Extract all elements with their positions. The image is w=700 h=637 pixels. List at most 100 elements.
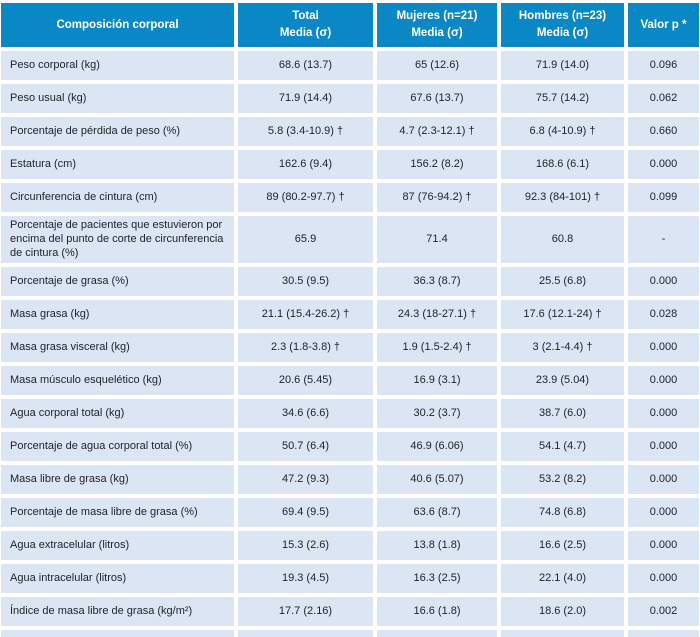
- table-header: Composición corporal Total Media (σ) Muj…: [1, 3, 699, 47]
- value-cell: 53.2 (8.2): [501, 465, 624, 495]
- header-sublabel: Media (σ): [411, 27, 463, 39]
- table-row: Circunferencia de cintura (cm) 89 (80.2-9…: [1, 183, 699, 212]
- value-cell: 4.7 (2.3-12.1) †: [377, 117, 497, 146]
- table-row: Agua extracelular (litros) 15.3 (2.6) 13.8…: [1, 531, 699, 561]
- value-cell: 5.8 (3.4-10.9) †: [238, 117, 373, 146]
- row-label: Masa grasa visceral (kg): [1, 333, 234, 363]
- row-label: Peso usual (kg): [1, 84, 234, 113]
- p-value-cell: 0.028: [628, 300, 699, 330]
- header-label: Composición corporal: [56, 18, 179, 31]
- table-row: Masa grasa visceral (kg) 2.3 (1.8-3.8) † 1…: [1, 333, 699, 363]
- row-label: Agua extracelular (litros): [1, 531, 234, 561]
- table-row: Índice de masa libre de grasa (kg/m²) 17.…: [1, 597, 699, 627]
- row-label: Porcentaje de pacientes que estuvieron p…: [1, 216, 234, 264]
- value-cell: 38.7 (6.0): [501, 399, 624, 429]
- value-cell: 1.9 (1.5-2.4) †: [377, 333, 497, 363]
- header-label: Mujeres (n=21): [396, 10, 478, 23]
- value-cell: 47.2 (9.3): [238, 465, 373, 495]
- p-value-cell: 0.000: [628, 150, 699, 179]
- p-value-cell: 0.000: [628, 399, 699, 429]
- row-label: Circunferencia de cintura (cm): [1, 183, 234, 212]
- value-cell: 69.4 (9.5): [238, 498, 373, 528]
- value-cell: 15.3 (2.6): [238, 531, 373, 561]
- value-cell: 10.3 (7.4-11.1) †: [377, 630, 497, 637]
- header-composicion-corporal: Composición corporal: [1, 3, 234, 47]
- header-valor-p: Valor p *: [628, 3, 699, 47]
- p-value-cell: 0.000: [628, 564, 699, 594]
- value-cell: 30.5 (9.5): [238, 267, 373, 297]
- p-value-cell: 0.000: [628, 333, 699, 363]
- value-cell: 5.88 (4.5-8.7) †: [501, 630, 624, 637]
- value-cell: 16.3 (2.5): [377, 564, 497, 594]
- value-cell: 13.8 (1.8): [377, 531, 497, 561]
- value-cell: 63.6 (8.7): [377, 498, 497, 528]
- row-label: Índice de masa grasa (kg/m²): [1, 630, 234, 637]
- row-label: Masa grasa (kg): [1, 300, 234, 330]
- p-value-cell: 0.096: [628, 51, 699, 80]
- value-cell: 34.6 (6.6): [238, 399, 373, 429]
- value-cell: 21.1 (15.4-26.2) †: [238, 300, 373, 330]
- row-label: Porcentaje de masa libre de grasa (%): [1, 498, 234, 528]
- row-label: Peso corporal (kg): [1, 51, 234, 80]
- table-row: Masa músculo esquelético (kg) 20.6 (5.45)…: [1, 366, 699, 396]
- table-row: Porcentaje de agua corporal total (%) 50.…: [1, 432, 699, 462]
- value-cell: 162.6 (9.4): [238, 150, 373, 179]
- value-cell: 30.2 (3.7): [377, 399, 497, 429]
- value-cell: 168.6 (6.1): [501, 150, 624, 179]
- row-label: Índice de masa libre de grasa (kg/m²): [1, 597, 234, 627]
- value-cell: 2.3 (1.8-3.8) †: [238, 333, 373, 363]
- header-label: Hombres (n=23): [518, 10, 607, 23]
- p-value-cell: -: [628, 216, 699, 264]
- value-cell: 74.8 (6.8): [501, 498, 624, 528]
- row-label: Agua corporal total (kg): [1, 399, 234, 429]
- value-cell: 65.9: [238, 216, 373, 264]
- p-value-cell: 0.099: [628, 183, 699, 212]
- table-row: Agua intracelular (litros) 19.3 (4.5) 16.3…: [1, 564, 699, 594]
- row-label: Porcentaje de agua corporal total (%): [1, 432, 234, 462]
- value-cell: 71.9 (14.0): [501, 51, 624, 80]
- table-row: Agua corporal total (kg) 34.6 (6.6) 30.2 (…: [1, 399, 699, 429]
- value-cell: 54.1 (4.7): [501, 432, 624, 462]
- value-cell: 75.7 (14.2): [501, 84, 624, 113]
- value-cell: 8.3 (5.4-10.7) †: [238, 630, 373, 637]
- header-sublabel: Media (σ): [536, 27, 589, 39]
- table-row: Porcentaje de masa libre de grasa (%) 69.…: [1, 498, 699, 528]
- table-row: Porcentaje de pacientes que estuvieron p…: [1, 216, 699, 264]
- row-label: Porcentaje de pérdida de peso (%): [1, 117, 234, 146]
- header-hombres: Hombres (n=23) Media (σ): [501, 3, 624, 47]
- p-value-cell: 0.000: [628, 498, 699, 528]
- row-label: Porcentaje de grasa (%): [1, 267, 234, 297]
- value-cell: 46.9 (6.06): [377, 432, 497, 462]
- p-value-cell: 0.062: [628, 84, 699, 113]
- value-cell: 16.6 (1.8): [377, 597, 497, 627]
- value-cell: 89 (80.2-97.7) †: [238, 183, 373, 212]
- table-body: Peso corporal (kg) 68.6 (13.7) 65 (12.6) 71…: [1, 51, 699, 637]
- table-row: Estatura (cm) 162.6 (9.4) 156.2 (8.2) 168.6…: [1, 150, 699, 179]
- table-row: Masa libre de grasa (kg) 47.2 (9.3) 40.6 (…: [1, 465, 699, 495]
- value-cell: 50.7 (6.4): [238, 432, 373, 462]
- p-value-cell: 0.000: [628, 531, 699, 561]
- value-cell: 17.7 (2.16): [238, 597, 373, 627]
- value-cell: 25.5 (6.8): [501, 267, 624, 297]
- header-label: Valor p *: [640, 18, 687, 31]
- row-label: Estatura (cm): [1, 150, 234, 179]
- value-cell: 18.6 (2.0): [501, 597, 624, 627]
- value-cell: 71.9 (14.4): [238, 84, 373, 113]
- value-cell: 3 (2.1-4.4) †: [501, 333, 624, 363]
- p-value-cell: 0.003: [628, 630, 699, 637]
- table-row: Peso usual (kg) 71.9 (14.4) 67.6 (13.7) 75.…: [1, 84, 699, 113]
- value-cell: 16.9 (3.1): [377, 366, 497, 396]
- table-row: Peso corporal (kg) 68.6 (13.7) 65 (12.6) 71…: [1, 51, 699, 80]
- value-cell: 36.3 (8.7): [377, 267, 497, 297]
- value-cell: 92.3 (84-101) †: [501, 183, 624, 212]
- p-value-cell: 0.002: [628, 597, 699, 627]
- table-row: Índice de masa grasa (kg/m²) 8.3 (5.4-10.…: [1, 630, 699, 637]
- value-cell: 23.9 (5.04): [501, 366, 624, 396]
- header-row: Composición corporal Total Media (σ) Muj…: [1, 3, 699, 47]
- value-cell: 71.4: [377, 216, 497, 264]
- value-cell: 20.6 (5.45): [238, 366, 373, 396]
- row-label: Agua intracelular (litros): [1, 564, 234, 594]
- p-value-cell: 0.000: [628, 465, 699, 495]
- value-cell: 22.1 (4.0): [501, 564, 624, 594]
